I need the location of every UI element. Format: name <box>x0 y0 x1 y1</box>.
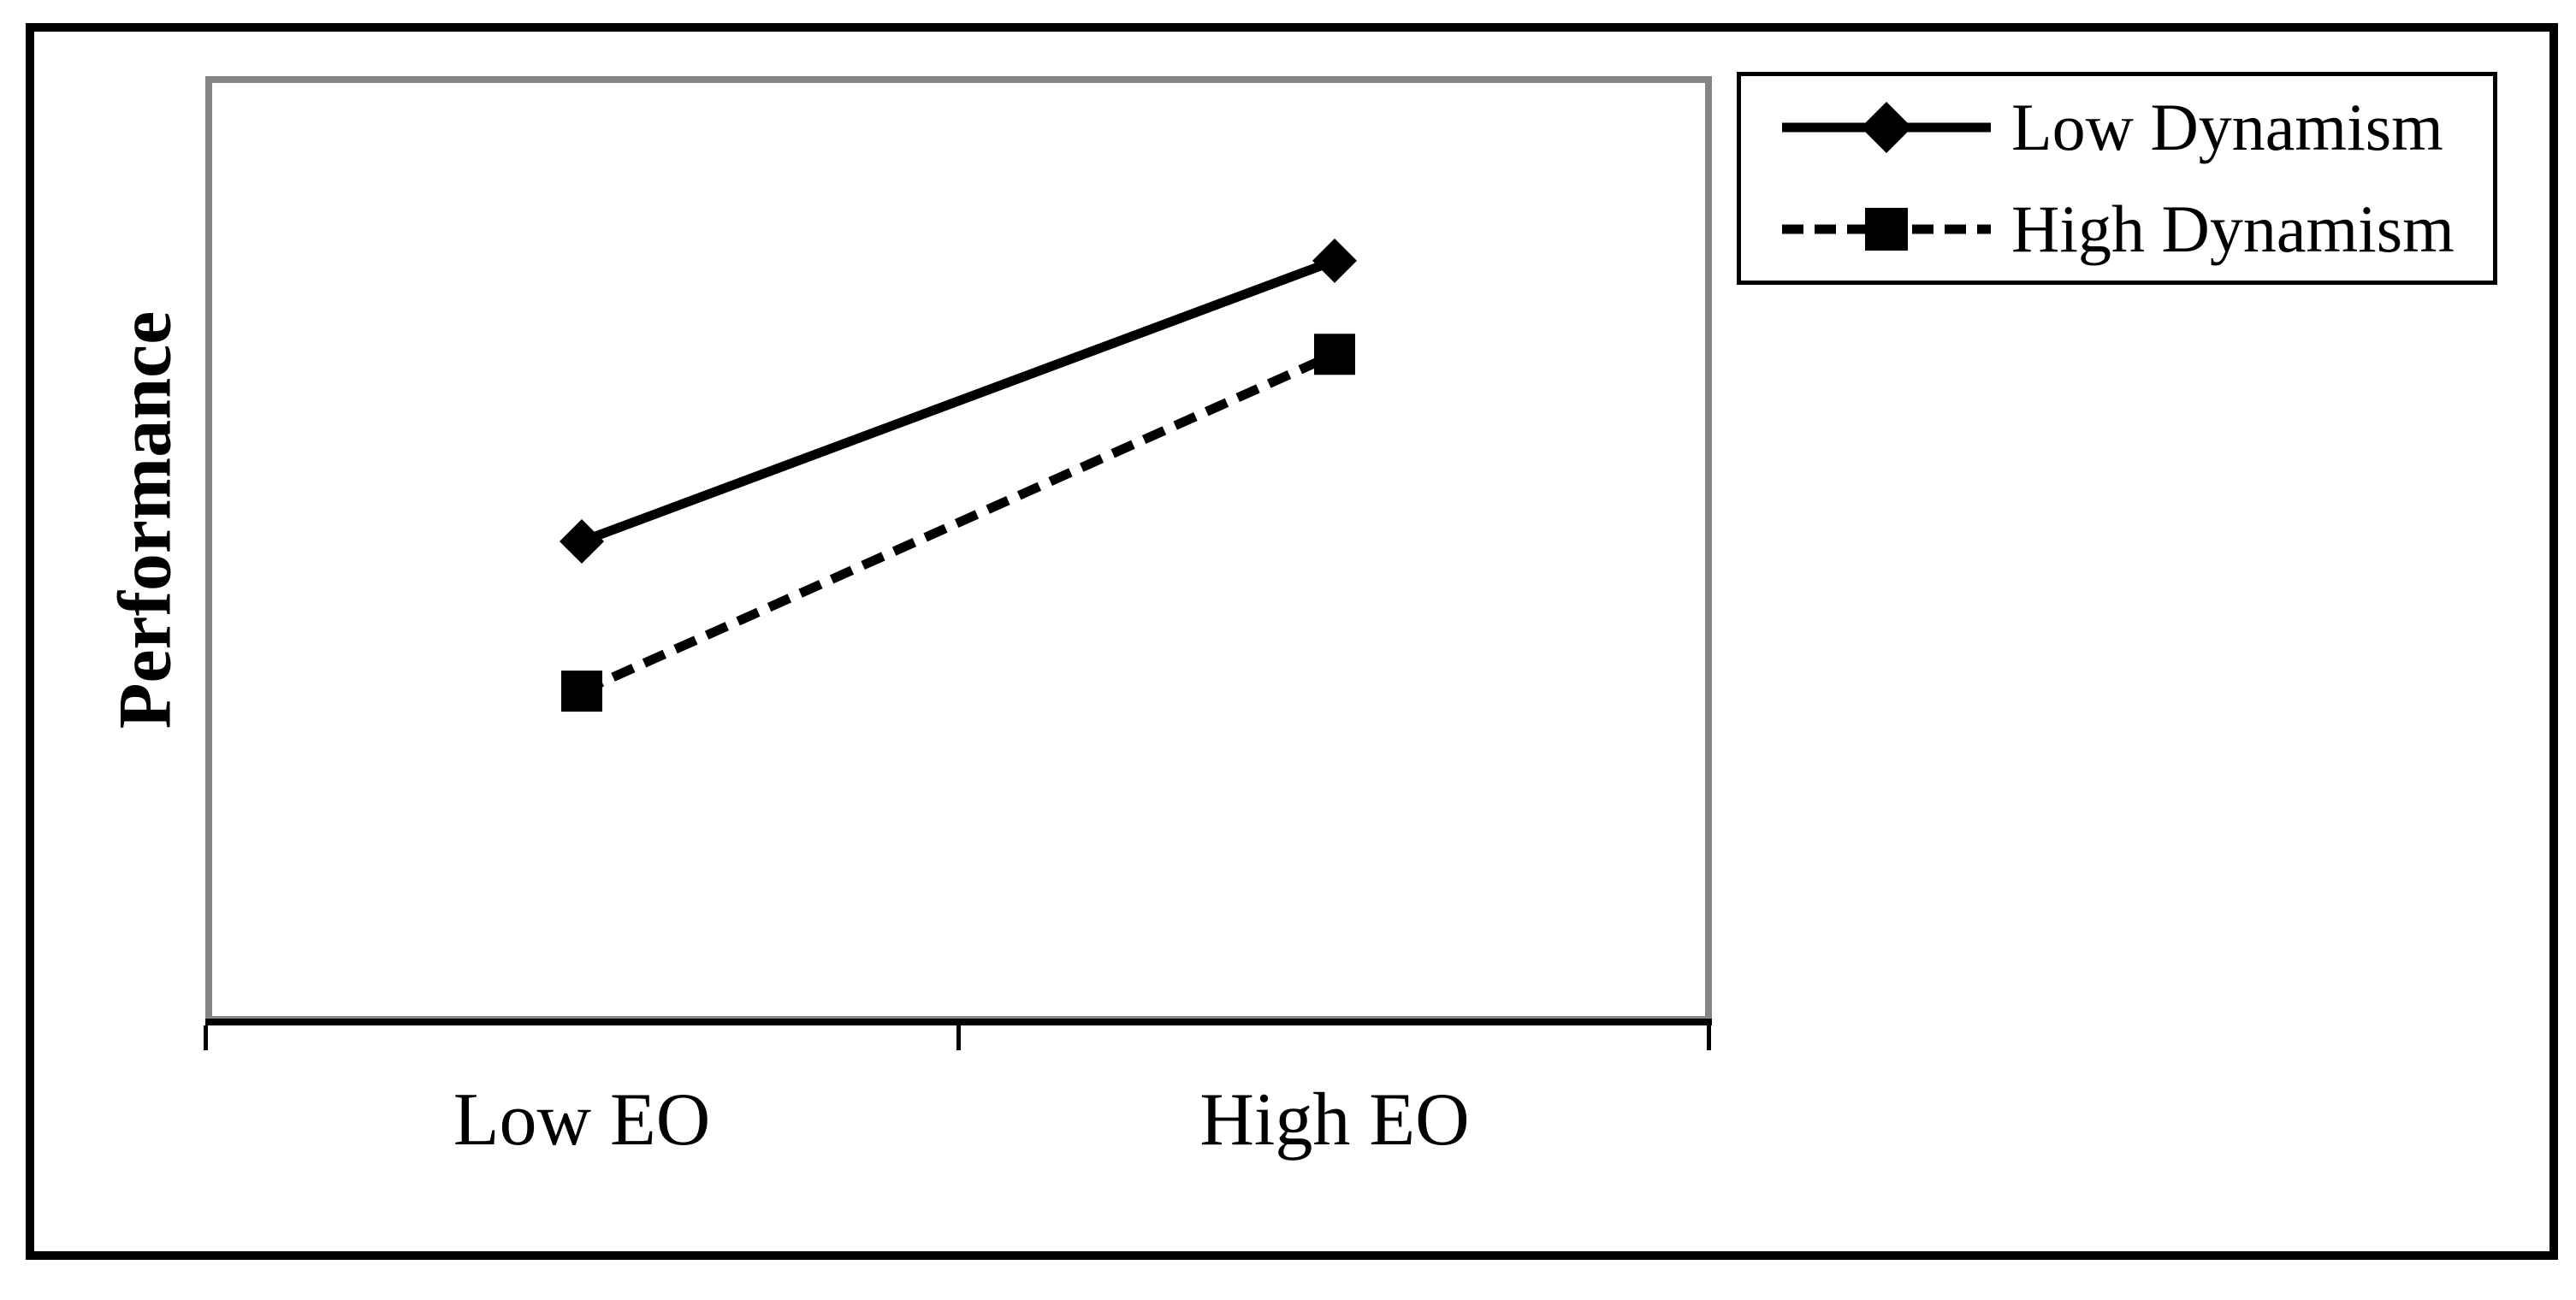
series-line-low-dynamism <box>580 256 1336 547</box>
x-axis-tick-right <box>1707 1025 1711 1050</box>
square-marker <box>1865 208 1908 251</box>
legend-item-low-dynamism: Low Dynamism <box>1741 77 2493 179</box>
x-axis-label-low-eo: Low EO <box>453 1078 711 1161</box>
legend-item-high-dynamism: High Dynamism <box>1741 179 2493 281</box>
x-axis-label-high-eo: High EO <box>1199 1078 1470 1161</box>
square-marker <box>1314 334 1355 375</box>
legend-label: Low Dynamism <box>2011 90 2443 164</box>
x-axis-line <box>205 1019 1712 1025</box>
x-axis-tick-center <box>956 1025 961 1050</box>
square-marker <box>561 671 602 712</box>
legend-sample-dashed-line-square-icon <box>1782 208 1991 251</box>
legend: Low Dynamism High Dynamism <box>1737 72 2497 285</box>
diamond-marker <box>1861 102 1912 153</box>
plot-area <box>205 76 1712 1023</box>
x-axis-tick-left <box>204 1025 208 1050</box>
legend-sample-solid-line-diamond-icon <box>1782 102 1991 153</box>
diamond-marker <box>560 519 604 564</box>
series-line-high-dynamism <box>579 350 1337 696</box>
diamond-marker <box>1312 238 1357 283</box>
legend-label: High Dynamism <box>2011 192 2455 266</box>
